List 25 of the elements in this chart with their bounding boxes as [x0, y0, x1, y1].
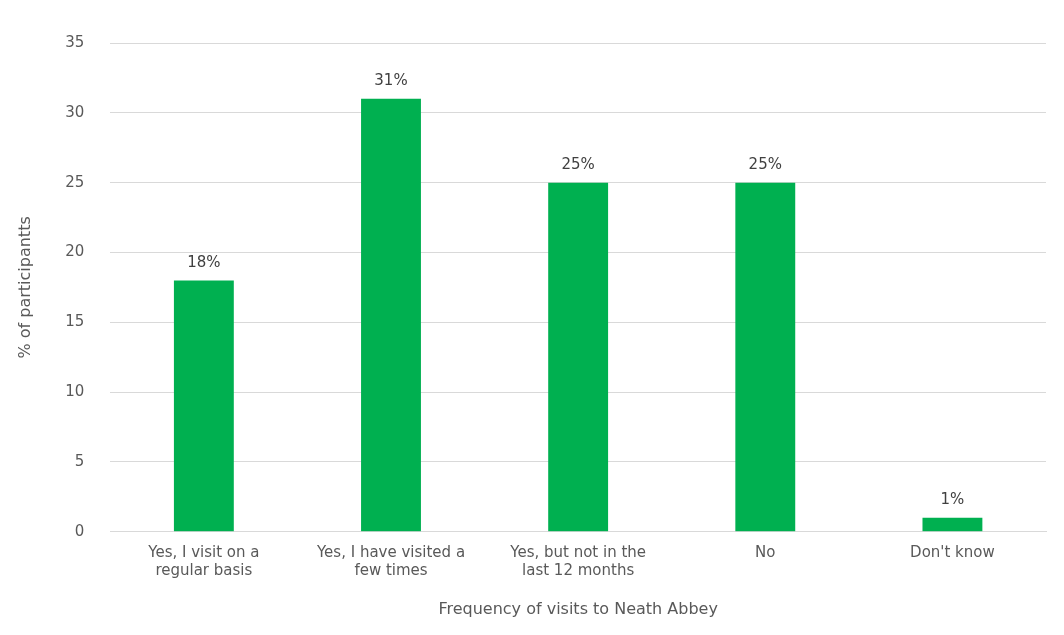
bar	[922, 517, 983, 532]
y-tick-label: 0	[74, 521, 85, 540]
y-tick-label: 25	[65, 172, 85, 191]
y-tick-label: 10	[65, 382, 85, 401]
data-label: 1%	[940, 490, 965, 509]
bar	[361, 98, 421, 532]
data-label: 25%	[748, 155, 782, 174]
data-label: 31%	[374, 71, 408, 90]
y-tick-label: 35	[65, 32, 85, 51]
y-tick-label: 5	[74, 451, 85, 470]
bar	[173, 280, 234, 532]
x-axis-title: Frequency of visits to Neath Abbey	[438, 598, 718, 618]
y-axis-title: % of participantts	[14, 216, 34, 359]
y-tick-label: 20	[65, 242, 85, 261]
data-label: 25%	[561, 155, 595, 174]
data-label: 18%	[187, 252, 221, 271]
x-tick-label: Don't know	[910, 542, 995, 561]
bar	[735, 182, 796, 532]
bar	[548, 182, 609, 532]
x-tick-label: Yes, I have visited a few times	[315, 542, 466, 579]
x-tick-label: No	[755, 542, 776, 561]
x-tick-label: Yes, I visit on a regular basis	[147, 542, 260, 579]
y-tick-label: 15	[65, 312, 85, 331]
y-tick-label: 30	[65, 102, 85, 121]
x-tick-label: Yes, but not in the last 12 months	[509, 542, 647, 579]
